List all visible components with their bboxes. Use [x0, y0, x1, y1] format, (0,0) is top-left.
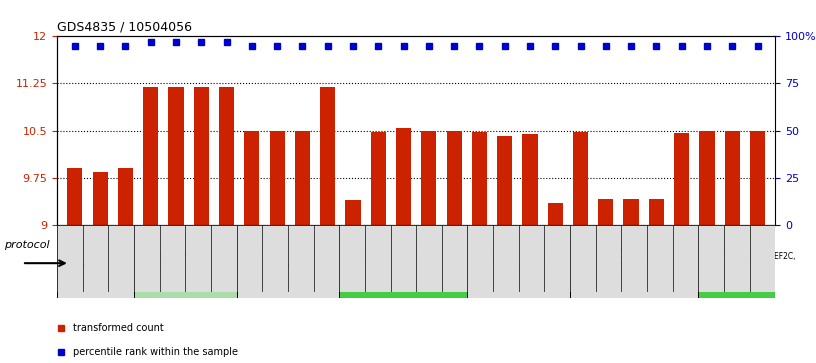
FancyBboxPatch shape — [313, 225, 339, 292]
Text: transformed count: transformed count — [73, 323, 164, 333]
FancyBboxPatch shape — [596, 225, 621, 292]
FancyBboxPatch shape — [570, 225, 596, 292]
FancyBboxPatch shape — [160, 225, 185, 292]
FancyBboxPatch shape — [416, 225, 441, 292]
FancyBboxPatch shape — [237, 225, 262, 292]
Bar — [118, 168, 133, 225]
Bar — [421, 131, 437, 225]
Text: GDS4835 / 10504056: GDS4835 / 10504056 — [57, 21, 192, 34]
Bar — [92, 172, 108, 225]
Bar — [219, 87, 234, 225]
Bar — [497, 136, 512, 225]
Text: HGMT (Hand2,
GATA4, MEF2C,
TBX5): HGMT (Hand2, GATA4, MEF2C, TBX5) — [490, 246, 548, 276]
FancyBboxPatch shape — [570, 225, 698, 298]
FancyBboxPatch shape — [672, 225, 698, 292]
Bar — [244, 131, 259, 225]
Bar — [370, 132, 386, 225]
FancyBboxPatch shape — [185, 225, 211, 292]
FancyBboxPatch shape — [57, 225, 82, 292]
Bar — [649, 199, 664, 225]
Bar — [725, 131, 740, 225]
Bar — [193, 87, 209, 225]
Bar — [269, 131, 285, 225]
Bar — [674, 132, 690, 225]
FancyBboxPatch shape — [698, 225, 775, 298]
Bar — [320, 87, 335, 225]
FancyBboxPatch shape — [211, 225, 237, 292]
FancyBboxPatch shape — [441, 225, 468, 292]
Text: HNGMT (Hand2,
NKX2.5, GATA4,
MEF2C, TBX5): HNGMT (Hand2, NKX2.5, GATA4, MEF2C, TBX5… — [604, 246, 665, 276]
FancyBboxPatch shape — [109, 225, 134, 292]
FancyBboxPatch shape — [724, 225, 750, 292]
FancyBboxPatch shape — [647, 225, 672, 292]
FancyBboxPatch shape — [365, 225, 391, 292]
Text: protocol: protocol — [4, 240, 49, 250]
Bar — [548, 203, 563, 225]
Text: NGMT (NKX2.5, GATA4, MEF2C,
TBX5): NGMT (NKX2.5, GATA4, MEF2C, TBX5) — [677, 252, 796, 271]
Bar — [573, 132, 588, 225]
FancyBboxPatch shape — [698, 225, 724, 292]
FancyBboxPatch shape — [391, 225, 416, 292]
Bar — [67, 168, 82, 225]
Bar — [396, 127, 411, 225]
Bar — [522, 134, 538, 225]
FancyBboxPatch shape — [288, 225, 313, 292]
Text: GMT (GATA4, MEF2C,
TBX5): GMT (GATA4, MEF2C, TBX5) — [363, 252, 443, 271]
FancyBboxPatch shape — [82, 225, 109, 292]
FancyBboxPatch shape — [57, 225, 134, 298]
FancyBboxPatch shape — [621, 225, 647, 292]
FancyBboxPatch shape — [339, 225, 468, 298]
FancyBboxPatch shape — [519, 225, 544, 292]
FancyBboxPatch shape — [544, 225, 570, 292]
FancyBboxPatch shape — [262, 225, 288, 292]
FancyBboxPatch shape — [237, 225, 339, 298]
FancyBboxPatch shape — [468, 225, 493, 292]
Bar — [623, 199, 639, 225]
FancyBboxPatch shape — [134, 225, 160, 292]
Bar — [699, 131, 715, 225]
Text: no transcription
factors: no transcription factors — [65, 252, 126, 271]
FancyBboxPatch shape — [493, 225, 519, 292]
FancyBboxPatch shape — [339, 225, 365, 292]
Bar — [472, 132, 487, 225]
FancyBboxPatch shape — [468, 225, 570, 298]
Bar — [750, 131, 765, 225]
Bar — [345, 200, 361, 225]
Bar — [598, 199, 614, 225]
FancyBboxPatch shape — [750, 225, 775, 292]
Text: DMNT (MYOCD,
NKX2.5, MEF2C, TBX5): DMNT (MYOCD, NKX2.5, MEF2C, TBX5) — [142, 252, 228, 271]
Text: percentile rank within the sample: percentile rank within the sample — [73, 347, 238, 357]
Bar — [168, 87, 184, 225]
Text: DMT (MYOCD, MEF2C,
TBX5): DMT (MYOCD, MEF2C, TBX5) — [246, 252, 330, 271]
Bar — [446, 131, 462, 225]
Bar — [295, 131, 310, 225]
FancyBboxPatch shape — [134, 225, 237, 298]
Bar — [143, 87, 158, 225]
